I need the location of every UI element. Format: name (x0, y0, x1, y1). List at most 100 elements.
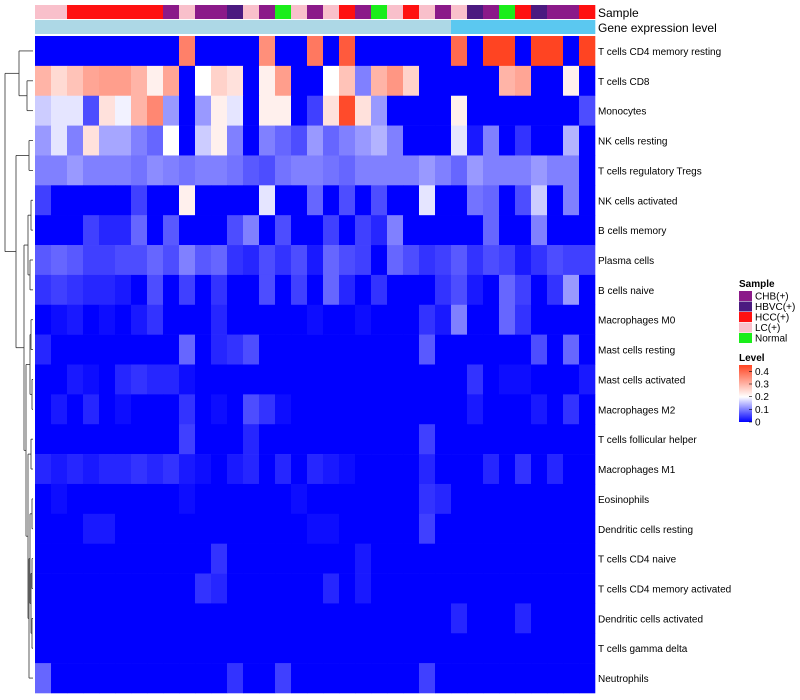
heatmap-cell (83, 573, 100, 604)
heatmap-cell (99, 36, 116, 67)
heatmap-cell (339, 454, 356, 485)
heatmap-cell (403, 185, 420, 216)
heatmap-cell (451, 125, 468, 156)
heatmap-cell (547, 125, 564, 156)
heatmap-cell (483, 513, 500, 544)
heatmap-cell (435, 483, 452, 515)
heatmap-cell (371, 95, 388, 126)
heatmap-cell (403, 65, 420, 97)
heatmap-cell (579, 364, 596, 395)
sample-annotation-cell (339, 5, 356, 19)
sample-annotation-cell (83, 5, 100, 19)
heatmap-cell (35, 304, 52, 335)
expression-annotation-cell (323, 20, 340, 34)
heatmap-cell (451, 454, 468, 485)
heatmap-cell (211, 573, 228, 604)
heatmap-cell (35, 155, 52, 186)
heatmap-cell (419, 573, 436, 604)
heatmap-cell (387, 185, 404, 216)
heatmap-cell (243, 245, 260, 276)
heatmap-cell (83, 274, 100, 306)
heatmap-cell (163, 364, 180, 395)
heatmap-cell (515, 95, 532, 126)
heatmap-cell (99, 185, 116, 216)
heatmap-cell (51, 334, 68, 365)
heatmap-cell (51, 65, 68, 97)
heatmap-cell (515, 304, 532, 335)
heatmap-cell (547, 663, 564, 694)
heatmap-cell (99, 454, 116, 485)
expression-annotation-label: Gene expression level (598, 21, 717, 35)
heatmap-cell (67, 125, 84, 156)
heatmap-cell (291, 483, 308, 515)
heatmap-cell (355, 65, 372, 97)
heatmap-cell (355, 304, 372, 335)
heatmap-cell (243, 125, 260, 156)
heatmap-cell (547, 394, 564, 425)
heatmap-cell (163, 304, 180, 335)
heatmap-cell (227, 603, 244, 634)
level-legend-tick-label: 0 (755, 418, 761, 429)
heatmap-cell (291, 424, 308, 455)
heatmap-cell (195, 274, 212, 306)
heatmap-cell (259, 304, 276, 335)
heatmap-cell (67, 633, 84, 664)
heatmap-cell (323, 483, 340, 515)
heatmap-cell (435, 424, 452, 455)
heatmap-cell (483, 543, 500, 574)
heatmap-cell (147, 513, 164, 544)
heatmap-cell (355, 573, 372, 604)
heatmap-cell (115, 274, 132, 306)
heatmap-cell (531, 334, 548, 365)
heatmap-cell (275, 334, 292, 365)
heatmap-cell (83, 65, 100, 97)
heatmap-cell (499, 513, 516, 544)
sample-legend-title: Sample (739, 279, 775, 290)
heatmap-cell (291, 454, 308, 485)
heatmap-cell (483, 185, 500, 216)
sample-annotation-cell (547, 5, 564, 19)
heatmap-cell (179, 573, 196, 604)
level-legend-tick-label: 0.1 (755, 405, 769, 416)
row-label: Dendritic cells activated (598, 614, 703, 625)
heatmap-cell (403, 334, 420, 365)
sample-annotation-cell (307, 5, 324, 19)
heatmap-cell (163, 215, 180, 246)
heatmap-cell (547, 633, 564, 664)
heatmap-cell (259, 65, 276, 97)
heatmap-cell (307, 573, 324, 604)
heatmap-cell (115, 513, 132, 544)
heatmap-cell (115, 633, 132, 664)
heatmap-cell (307, 663, 324, 694)
heatmap-cell (131, 483, 148, 515)
heatmap-cell (275, 274, 292, 306)
heatmap-cell (259, 513, 276, 544)
row-label: Mast cells activated (598, 375, 685, 386)
heatmap-cell (355, 603, 372, 634)
sample-annotation-cell (435, 5, 452, 19)
heatmap-cell (531, 304, 548, 335)
heatmap-cell (131, 603, 148, 634)
heatmap-cell (531, 663, 548, 694)
heatmap-cell (291, 633, 308, 664)
heatmap-cell (131, 125, 148, 156)
heatmap-cell (387, 125, 404, 156)
heatmap-cell (563, 394, 580, 425)
heatmap-cell (147, 364, 164, 395)
row-label: NK cells resting (598, 137, 667, 148)
heatmap-cell (499, 543, 516, 574)
heatmap-cell (451, 394, 468, 425)
heatmap-cell (387, 215, 404, 246)
heatmap-cell (499, 334, 516, 365)
heatmap-cell (403, 36, 420, 67)
heatmap-cell (307, 185, 324, 216)
row-label: Mast cells resting (598, 346, 675, 357)
heatmap-cell (211, 215, 228, 246)
heatmap-cell (435, 125, 452, 156)
heatmap-cell (291, 215, 308, 246)
heatmap-cell (83, 36, 100, 67)
heatmap-cell (355, 364, 372, 395)
heatmap-cell (131, 663, 148, 694)
heatmap-cell (259, 185, 276, 216)
heatmap-cell (115, 394, 132, 425)
